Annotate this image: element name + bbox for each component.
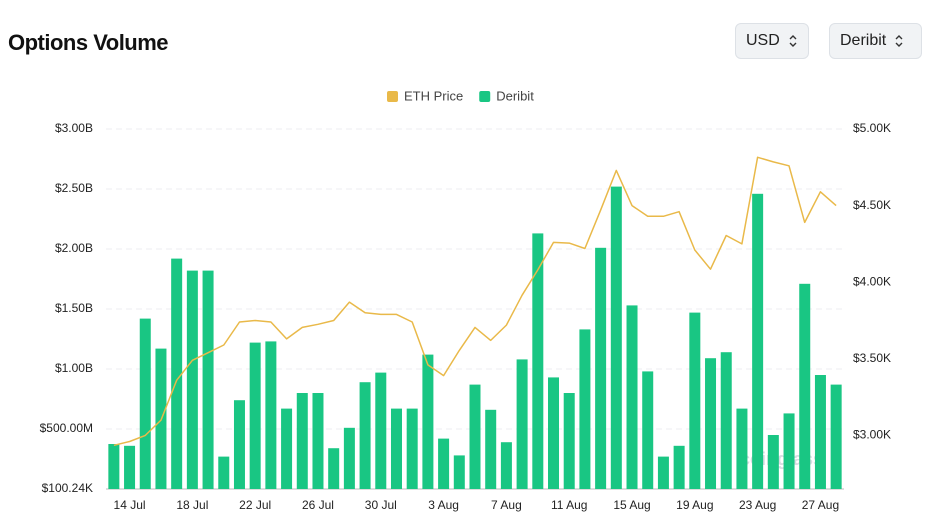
price-line	[113, 156, 837, 447]
y-tick-label: $2.50B	[55, 181, 93, 195]
bar	[736, 408, 748, 489]
bar	[689, 312, 701, 489]
bar	[767, 435, 779, 489]
bar	[783, 413, 795, 489]
x-tick-label: 23 Aug	[739, 498, 776, 512]
x-tick-label: 27 Aug	[802, 498, 839, 512]
bar	[626, 305, 638, 489]
bar	[328, 448, 340, 489]
bar	[673, 445, 685, 489]
button-label: USD	[746, 32, 780, 49]
button-label: Deribit	[840, 32, 887, 49]
bar	[657, 456, 669, 489]
bar	[265, 341, 277, 489]
y-tick-label: $500.00M	[40, 421, 93, 435]
bar	[469, 384, 481, 489]
y-tick-label: $1.00B	[55, 361, 93, 375]
x-tick-label: 18 Jul	[176, 498, 208, 512]
bar	[186, 270, 198, 489]
currency-select[interactable]: USD	[735, 23, 809, 59]
bar	[233, 400, 245, 489]
bar	[548, 377, 560, 489]
y2-tick-label: $5.00K	[853, 121, 891, 135]
bar	[500, 442, 512, 489]
bar	[438, 438, 450, 489]
bar	[532, 233, 544, 489]
bar	[139, 318, 151, 489]
x-tick-label: 14 Jul	[114, 498, 146, 512]
bar	[281, 408, 293, 489]
x-tick-label: 15 Aug	[613, 498, 650, 512]
bar	[830, 384, 842, 489]
page-title: Options Volume	[8, 30, 169, 55]
bar	[406, 408, 418, 489]
bar	[752, 193, 764, 489]
bar	[375, 372, 387, 489]
x-tick-label: 22 Jul	[239, 498, 271, 512]
y-tick-label: $3.00B	[55, 121, 93, 135]
bar	[563, 393, 575, 489]
bar	[595, 247, 607, 489]
bar	[296, 393, 308, 489]
chevron	[789, 35, 797, 47]
legend-label[interactable]: Deribit	[496, 88, 534, 103]
y-tick-label: $2.00B	[55, 241, 93, 255]
y2-tick-label: $4.50K	[853, 198, 891, 212]
x-tick-label: 19 Aug	[676, 498, 713, 512]
bar	[422, 354, 434, 489]
bar	[799, 283, 811, 489]
bar	[610, 186, 622, 489]
x-tick-label: 11 Aug	[551, 498, 587, 512]
y2-tick-label: $3.00K	[853, 428, 891, 442]
y-tick-label: $100.24K	[42, 481, 93, 495]
bar	[642, 371, 654, 489]
y2-tick-label: $4.00K	[853, 274, 891, 288]
bar	[485, 409, 497, 489]
legend-swatch[interactable]	[387, 91, 398, 102]
bar	[720, 352, 732, 489]
legend-swatch[interactable]	[479, 91, 491, 102]
bar	[814, 375, 826, 489]
bar	[124, 445, 136, 489]
legend-label[interactable]: ETH Price	[404, 88, 463, 103]
bar	[202, 270, 214, 489]
bar	[171, 258, 183, 489]
exchange-select[interactable]: Deribit	[829, 23, 922, 59]
bar	[312, 393, 324, 489]
x-tick-label: 26 Jul	[302, 498, 334, 512]
bar	[390, 408, 402, 489]
bar	[579, 329, 591, 489]
x-tick-label: 30 Jul	[365, 498, 397, 512]
x-tick-label: 3 Aug	[428, 498, 459, 512]
bar	[453, 455, 465, 489]
bar	[218, 456, 230, 489]
bar	[249, 342, 261, 489]
bar	[108, 444, 120, 489]
chevron	[895, 35, 903, 47]
x-tick-label: 7 Aug	[491, 498, 522, 512]
bar	[516, 359, 528, 489]
bar	[343, 427, 355, 489]
y2-tick-label: $3.50K	[853, 351, 891, 365]
bar	[705, 358, 717, 489]
y-tick-label: $1.50B	[55, 301, 93, 315]
bar	[359, 382, 371, 489]
